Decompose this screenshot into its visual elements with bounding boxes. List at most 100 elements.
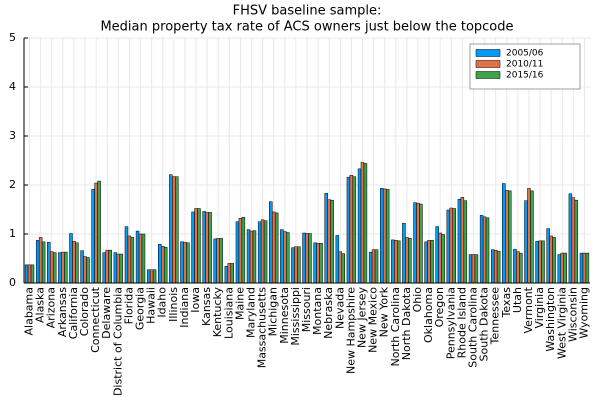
- bar: [297, 246, 301, 284]
- bar: [368, 251, 373, 284]
- x-tick-label: Maine: [233, 287, 246, 320]
- x-tick-label: New Mexico: [367, 287, 380, 353]
- bar: [152, 269, 157, 284]
- x-tick-label: West Virginia: [555, 287, 568, 359]
- bar: [61, 251, 65, 284]
- x-tick-label: Minnesota: [278, 287, 291, 344]
- bar: [158, 244, 162, 284]
- x-tick-label: Iowa: [189, 287, 202, 313]
- bar: [457, 198, 462, 284]
- x-tick-label: Colorado: [78, 287, 91, 336]
- x-tick-label: Connecticut: [89, 286, 102, 353]
- x-tick-label: California: [67, 287, 80, 339]
- legend-label: 2005/06: [506, 49, 544, 59]
- bar: [527, 188, 531, 284]
- bar: [519, 252, 523, 284]
- bar: [408, 238, 412, 284]
- bar: [227, 263, 232, 284]
- x-tick-label: Louisiana: [222, 287, 235, 339]
- bar: [563, 252, 567, 284]
- bar: [124, 226, 129, 284]
- bar: [308, 233, 312, 284]
- x-tick-label: Maryland: [245, 287, 258, 338]
- x-tick-label: Washington: [544, 287, 557, 352]
- bar: [402, 222, 406, 284]
- bar: [363, 163, 368, 284]
- bar: [102, 252, 107, 284]
- bar: [274, 212, 279, 284]
- bar: [280, 229, 284, 284]
- bar: [260, 219, 265, 284]
- bar: [30, 264, 35, 284]
- bar: [324, 193, 328, 284]
- bar: [135, 230, 140, 284]
- bar: [64, 251, 68, 284]
- bar: [186, 242, 190, 284]
- bar: [513, 248, 517, 284]
- x-tick-label: Michigan: [267, 287, 280, 336]
- bar: [335, 235, 340, 284]
- bar: [257, 221, 262, 284]
- bar: [424, 241, 428, 284]
- x-tick-label: Virginia: [533, 287, 546, 328]
- bar: [493, 249, 498, 284]
- bar: [294, 246, 298, 284]
- x-tick-label: Utah: [511, 287, 524, 313]
- x-tick-label: Oregon: [433, 287, 446, 327]
- x-tick-label: District of Columbia: [111, 287, 124, 396]
- x-tick-label: Tennessee: [489, 287, 502, 346]
- bar: [485, 217, 490, 284]
- bar: [507, 190, 512, 284]
- bar: [441, 234, 445, 284]
- bar: [452, 208, 456, 284]
- x-tick-label: Indiana: [178, 287, 191, 328]
- bar: [183, 242, 187, 284]
- bar: [330, 199, 334, 284]
- bar: [474, 254, 479, 284]
- bar: [463, 200, 468, 284]
- bar: [230, 263, 235, 284]
- x-tick-label: Kansas: [200, 287, 213, 326]
- bar: [172, 176, 176, 284]
- x-tick-label: Ohio: [411, 287, 424, 313]
- x-tick-label: Hawaii: [145, 287, 158, 324]
- bar: [94, 182, 98, 284]
- bar: [582, 252, 587, 284]
- bar: [286, 232, 290, 284]
- bar: [430, 240, 434, 284]
- bar: [382, 188, 387, 284]
- x-tick-label: Montana: [311, 287, 324, 335]
- bar: [246, 229, 251, 284]
- bar: [391, 239, 395, 284]
- y-tick-label: 3: [9, 129, 16, 142]
- x-tick-label: Rhode Island: [455, 287, 468, 358]
- bar: [446, 209, 451, 284]
- bar: [460, 197, 465, 284]
- x-tick-label: Florida: [122, 287, 135, 324]
- bar: [313, 242, 317, 284]
- bar: [585, 252, 590, 284]
- bar: [302, 232, 306, 284]
- bar: [180, 241, 184, 284]
- bar: [169, 174, 173, 284]
- bar: [216, 238, 220, 284]
- bar: [571, 197, 576, 284]
- bar: [127, 235, 132, 284]
- bar: [468, 254, 473, 284]
- bar: [435, 226, 439, 284]
- bar: [397, 240, 401, 284]
- bar: [27, 264, 32, 284]
- bar: [530, 190, 534, 284]
- bar: [338, 251, 343, 284]
- bar: [35, 240, 40, 284]
- bar: [72, 241, 76, 284]
- bar: [385, 189, 390, 284]
- bar: [238, 218, 243, 284]
- bar: [568, 193, 573, 284]
- x-tick-label: Delaware: [100, 287, 113, 339]
- bar: [327, 199, 331, 284]
- x-tick-label: Idaho: [156, 287, 169, 318]
- x-tick-label: Massachusetts: [256, 287, 269, 369]
- bar: [91, 189, 95, 284]
- bar: [163, 246, 168, 284]
